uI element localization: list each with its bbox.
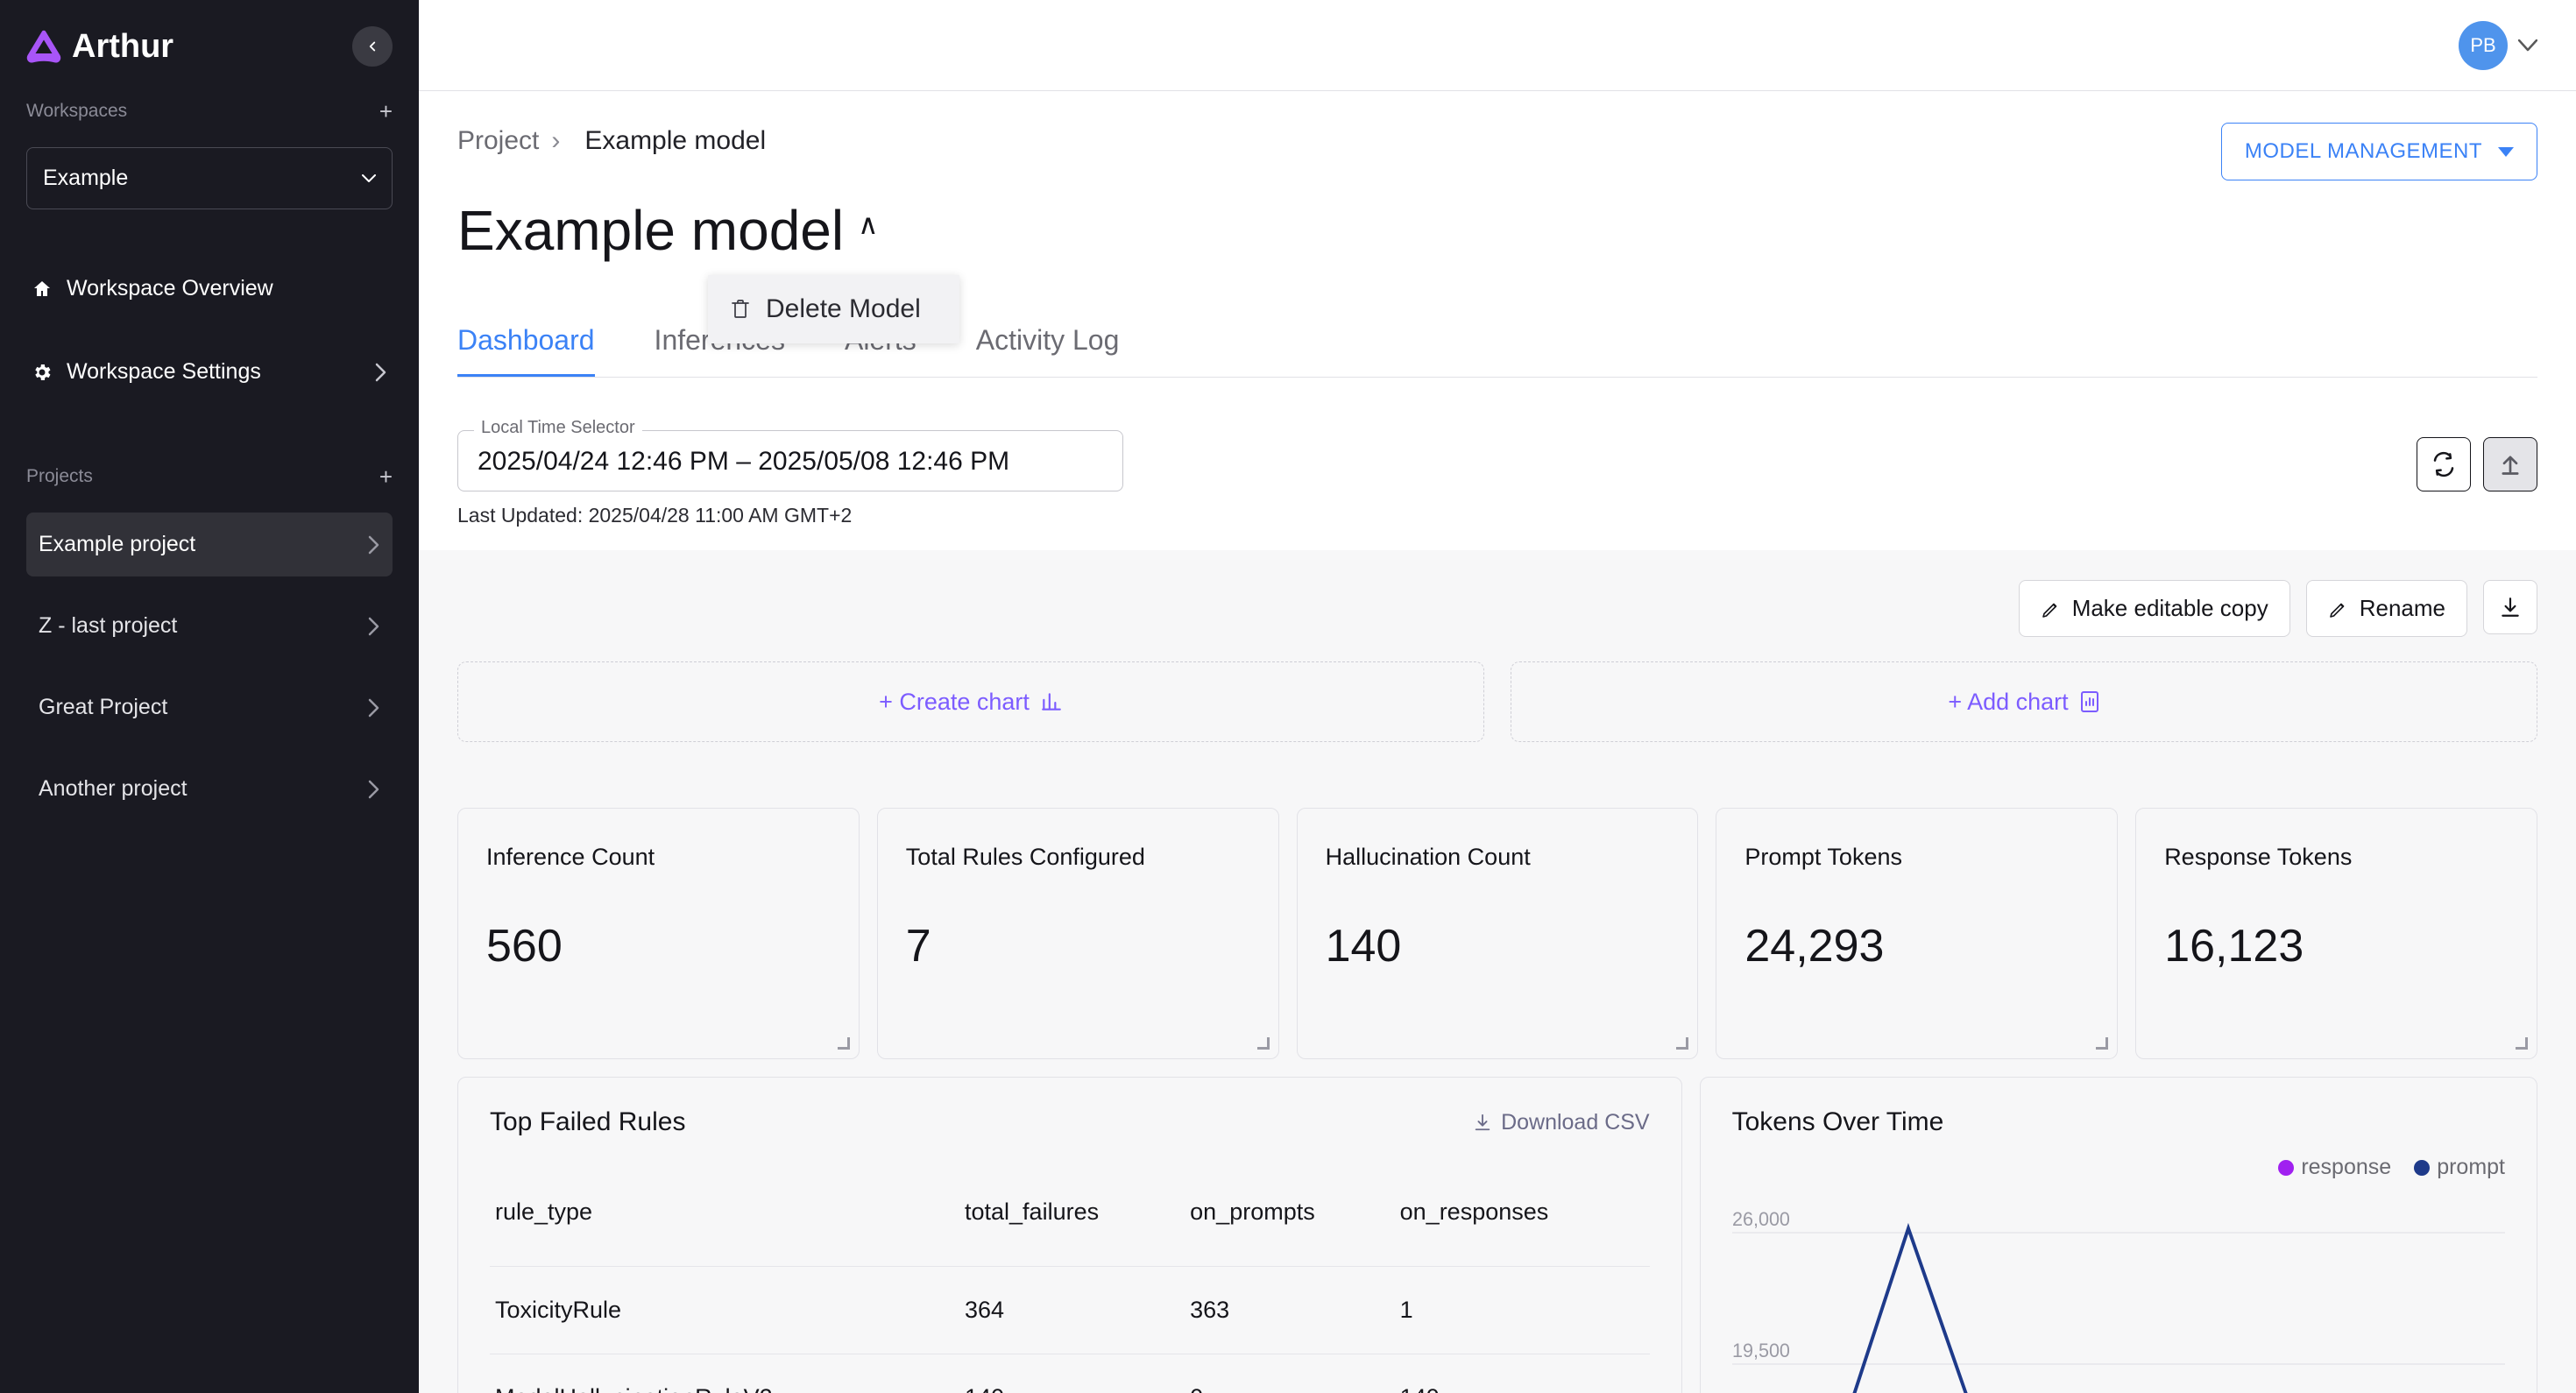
svg-text:26,000: 26,000 bbox=[1732, 1208, 1790, 1230]
svg-text:19,500: 19,500 bbox=[1732, 1340, 1790, 1361]
